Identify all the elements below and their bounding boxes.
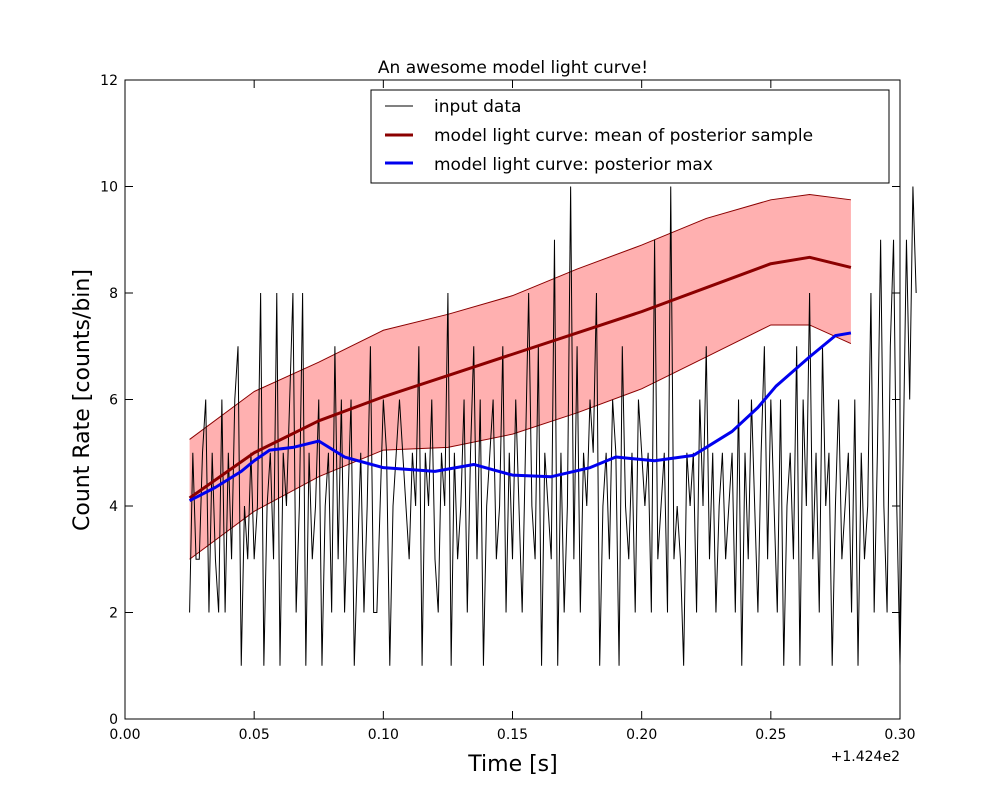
x-tick-label: 0.20 [626,727,657,743]
x-offset-label: +1.424e2 [831,749,900,765]
y-tick-label: 2 [109,606,118,622]
chart-title: An awesome model light curve! [378,58,648,78]
series-layer [188,186,917,666]
y-tick-label: 8 [109,286,118,302]
y-tick-label: 4 [109,499,118,515]
y-ticks: 0 2 4 6 8 10 12 [100,73,900,728]
series-posterior-max [188,331,852,503]
y-tick-label: 10 [100,180,118,196]
y-tick-label: 12 [100,73,118,89]
y-axis-title: Count Rate [counts/bin] [70,269,95,531]
posterior-band [189,194,851,560]
x-tick-label: 0.00 [109,727,140,743]
x-tick-label: 0.25 [755,727,786,743]
y-tick-label: 6 [109,393,118,409]
x-ticks: 0.00 0.05 0.10 0.15 0.20 0.25 0.30 [109,80,916,743]
legend: input data model light curve: mean of po… [370,89,890,184]
posterior-band-upper-edge [189,193,851,440]
legend-label-input-data: input data [434,97,521,117]
series-mean-posterior [188,255,852,500]
x-tick-label: 0.05 [239,727,270,743]
band-layer [189,193,852,560]
legend-label-mean: model light curve: mean of posterior sam… [434,126,813,146]
x-tick-label: 0.15 [497,727,528,743]
y-tick-label: 0 [109,712,118,728]
x-axis-title: Time [s] [467,752,557,777]
x-tick-label: 0.30 [884,727,915,743]
series-input-data [189,186,917,666]
posterior-band-lower-edge [189,324,852,560]
x-tick-label: 0.10 [368,727,399,743]
legend-label-max: model light curve: posterior max [434,155,713,175]
legend-box [370,89,890,184]
